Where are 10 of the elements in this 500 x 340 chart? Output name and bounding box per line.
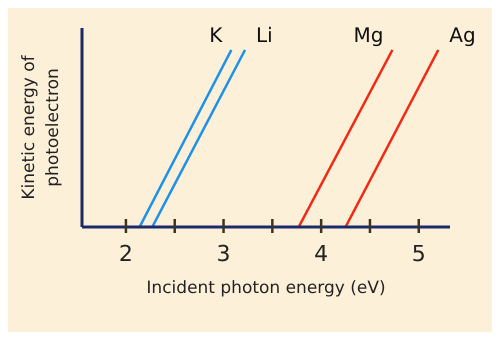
x-tick-label: 3 — [216, 242, 231, 267]
series-label: Ag — [449, 22, 476, 47]
series-label: K — [209, 22, 224, 47]
x-tick-label: 4 — [314, 242, 328, 267]
x-tick-label: 5 — [412, 242, 426, 267]
series-label: Li — [256, 22, 273, 47]
x-tick-label: 2 — [118, 242, 133, 267]
y-axis-title: Kinetic energy of photoelectron — [19, 54, 63, 200]
x-axis-title: Incident photon energy (eV) — [146, 278, 386, 298]
series-label: Mg — [353, 22, 384, 47]
